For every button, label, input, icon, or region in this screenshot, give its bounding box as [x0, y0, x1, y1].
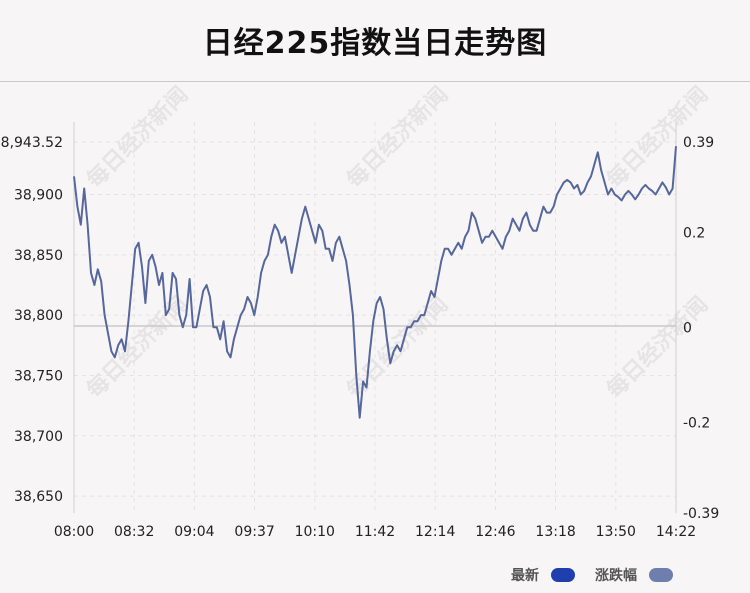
x-tick-label: 14:22 [656, 524, 696, 540]
x-tick-label: 08:32 [114, 524, 154, 540]
x-tick-label: 12:14 [415, 524, 455, 540]
y-left-tick-label: 38,850 [14, 248, 63, 264]
x-tick-label: 11:42 [355, 524, 395, 540]
x-tick-label: 08:00 [54, 524, 94, 540]
y-left-tick-label: 38,800 [14, 308, 63, 324]
legend-label-change: 涨跌幅 [595, 568, 637, 584]
x-tick-label: 13:50 [596, 524, 636, 540]
chart-title: 日经225指数当日走势图 [202, 26, 548, 61]
x-tick-label: 12:46 [475, 524, 515, 540]
series-line [73, 146, 677, 419]
y-right-tick-label: 0.39 [683, 135, 714, 151]
y-left-tick-label: 38,750 [14, 368, 63, 384]
x-tick-label: 13:18 [535, 524, 575, 540]
legend: 最新 涨跌幅 [511, 565, 685, 585]
y-right-tick-label: 0 [683, 321, 692, 337]
legend-swatch-latest [551, 568, 575, 582]
x-tick-label: 10:10 [295, 524, 335, 540]
legend-label-latest: 最新 [511, 568, 539, 584]
y-left-tick-label: 38,700 [14, 429, 63, 445]
x-tick-label: 09:37 [234, 524, 274, 540]
y-left-tick-label: 38,900 [14, 188, 63, 204]
title-divider [0, 81, 750, 82]
legend-swatch-change [649, 568, 673, 582]
y-right-tick-label: -0.2 [683, 416, 710, 432]
y-right-tick-label: 0.2 [683, 225, 705, 241]
y-right-tick-label: -0.39 [683, 506, 719, 522]
y-left-tick-label: 8,943.52 [1, 135, 63, 151]
y-left-tick-label: 38,650 [14, 489, 63, 505]
x-tick-label: 09:04 [174, 524, 214, 540]
